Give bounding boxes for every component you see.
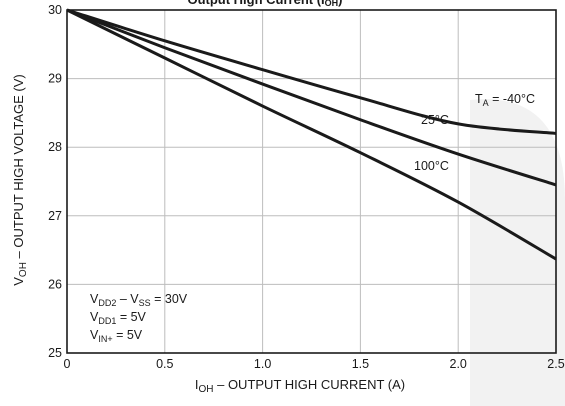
y-tick-label: 26 [48,277,62,291]
x-tick-label: 2.0 [450,357,467,371]
y-tick-labels: 25 26 27 28 29 30 [48,3,62,360]
y-tick-label: 29 [48,72,62,86]
series-line-25c [66,8,557,187]
x-tick-label: 1.0 [254,357,271,371]
y-tick-label: 25 [48,346,62,360]
series-lines [66,8,557,261]
watermark-shape [470,99,565,406]
chart-title: Output High Current (IOH) [187,0,342,8]
condition-vin: VIN+ = 5V [90,328,143,344]
series-line-neg40c [66,8,557,135]
series-label-neg40: TA = -40°C [475,92,535,108]
y-axis-label: VOH – OUTPUT HIGH VOLTAGE (V) [11,74,29,285]
x-tick-labels: 0 0.5 1.0 1.5 2.0 2.5 [64,357,565,371]
plot-frame [66,9,557,354]
x-tick-label: 2.5 [547,357,564,371]
series-label-100: 100°C [414,159,449,173]
conditions-annotation: VDD2 – VSS = 30V VDD1 = 5V VIN+ = 5V [90,292,188,344]
y-tick-label: 30 [48,3,62,17]
x-tick-label: 0 [64,357,71,371]
condition-vdd2-vss: VDD2 – VSS = 30V [90,292,188,308]
condition-vdd1: VDD1 = 5V [90,310,147,326]
series-label-25: 25°C [421,113,449,127]
x-tick-label: 0.5 [156,357,173,371]
x-axis-label: IOH – OUTPUT HIGH CURRENT (A) [195,377,405,395]
grid [67,10,556,353]
series-line-100c [66,8,557,261]
y-tick-label: 27 [48,209,62,223]
x-tick-label: 1.5 [352,357,369,371]
y-tick-label: 28 [48,140,62,154]
